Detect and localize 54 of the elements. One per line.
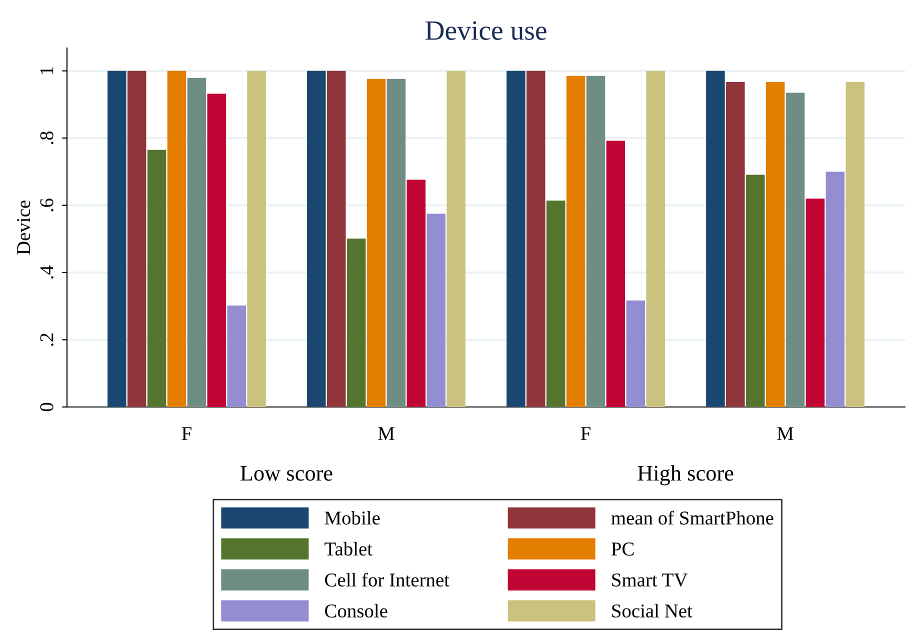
legend-label: Console [325,604,388,618]
chart-title: Device use [425,21,546,40]
bar [406,180,426,407]
bar [446,70,466,407]
bar [307,70,326,407]
bar [326,70,346,407]
legend-label: mean of SmartPhone [611,510,774,525]
bar [766,82,785,407]
bar [646,70,665,407]
bar [606,140,626,407]
y-tick-label: .6 [40,198,54,212]
bar [147,150,166,407]
bar [346,238,366,407]
bar [207,94,226,407]
bar [566,76,586,407]
bar [366,78,386,407]
bar [247,70,266,407]
bar [187,78,206,407]
text: Low score [240,466,332,481]
bar [426,214,446,407]
legend-label: Tablet [324,542,372,556]
bar [846,82,864,407]
legend-label: PC [611,542,634,556]
x-tick-label: M [378,427,394,440]
y-tick-label: .4 [40,266,54,279]
bar [786,92,805,407]
y-tick-label: 1 [40,67,54,74]
bar [108,70,126,407]
bar [127,70,146,407]
text: High score [638,465,734,486]
y-axis-title: Device [17,200,30,254]
bar [726,82,745,407]
bar [526,70,546,407]
y-tick-label: .8 [40,132,54,144]
bar [506,70,526,407]
x-tick-label: M [777,427,794,440]
bar [806,198,825,407]
legend-label: Mobile [324,510,380,525]
bar [826,172,845,407]
bar [586,76,606,407]
bar [706,70,725,407]
bar [746,174,765,407]
legend-label: Smart TV [612,574,688,587]
bar [626,300,646,407]
y-tick-label: 0 [40,402,54,412]
bar [167,70,186,407]
y-tick-label: .2 [40,334,54,346]
bar [546,200,566,407]
legend-label: Social Net [612,604,692,618]
bar [227,305,246,407]
x-tick-label: F [182,427,192,440]
x-tick-label: F [580,427,590,440]
bar [386,78,406,407]
legend-label: Cell for Internet [325,572,450,587]
